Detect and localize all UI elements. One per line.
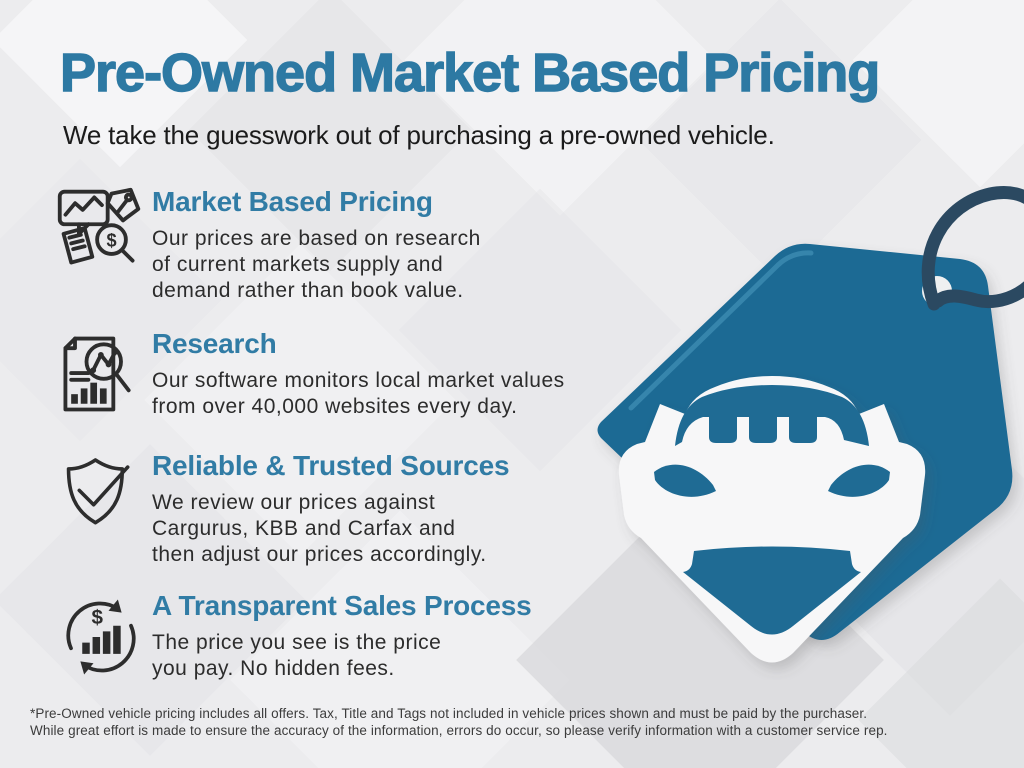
page-subtitle: We take the guesswork out of purchasing … <box>63 120 775 150</box>
svg-text:$: $ <box>92 606 104 629</box>
svg-text:$: $ <box>106 230 116 250</box>
feature-heading: Reliable & Trusted Sources <box>152 450 510 481</box>
price-cycle-icon: $ <box>66 599 136 675</box>
car-price-tag-graphic <box>597 186 1024 663</box>
disclaimer-text: *Pre-Owned vehicle pricing includes all … <box>30 706 888 738</box>
feature-body: The price you see is the price you pay. … <box>152 631 442 680</box>
shield-check-icon <box>66 458 130 525</box>
feature-heading: Research <box>152 328 277 359</box>
page-title: Pre-Owned Market Based Pricing <box>59 42 881 103</box>
feature-heading: A Transparent Sales Process <box>152 590 532 621</box>
feature-heading: Market Based Pricing <box>152 186 433 217</box>
feature-body: Our software monitors local market value… <box>152 369 565 418</box>
market-analysis-icon: $ <box>57 187 141 265</box>
research-magnifier-icon <box>63 336 131 412</box>
feature-body: Our prices are based on research of curr… <box>152 227 481 302</box>
feature-body: We review our prices against Cargurus, K… <box>152 491 487 566</box>
